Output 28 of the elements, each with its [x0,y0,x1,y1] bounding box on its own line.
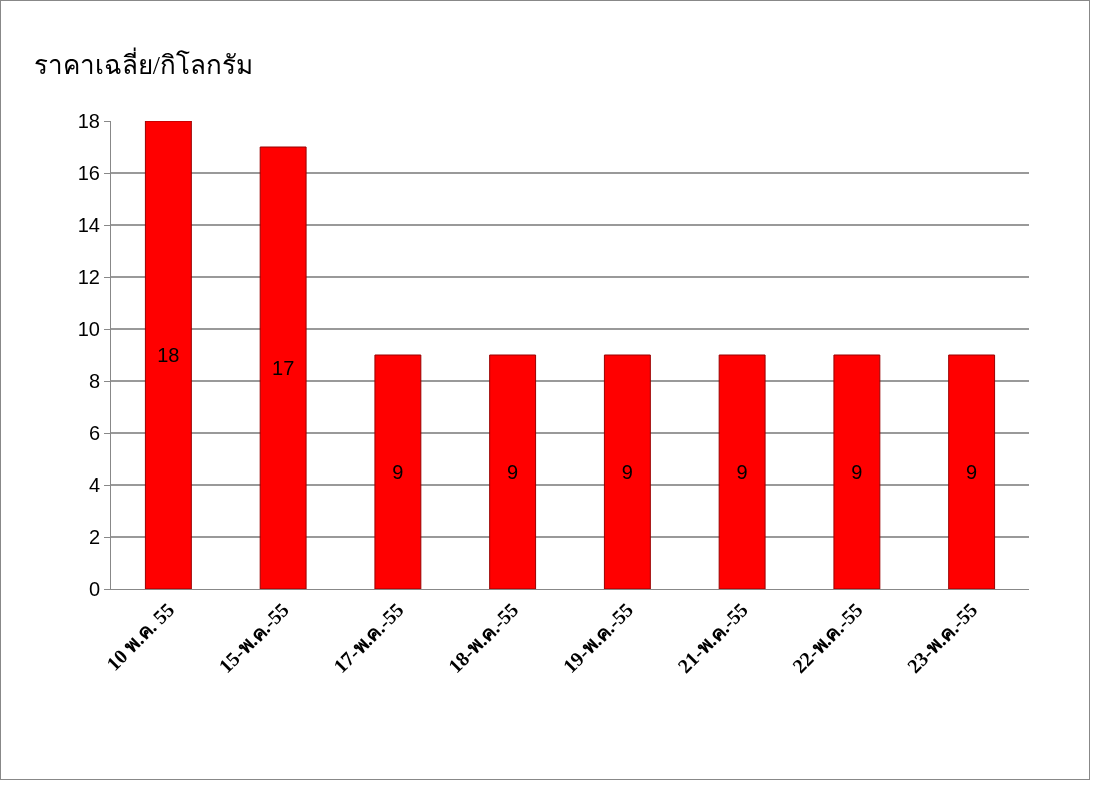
data-label: 9 [851,461,863,483]
bar [833,354,881,589]
bar [144,121,192,589]
data-label: 9 [966,461,978,483]
bar [948,354,996,589]
data-label: 9 [392,461,404,483]
y-tick-label: 16 [77,162,100,184]
bar [603,354,651,589]
y-tick-label: 2 [88,526,100,548]
y-tick-label: 12 [77,266,100,288]
y-tick-label: 10 [77,318,100,340]
bar [259,146,307,589]
chart-title: ราคาเฉลี่ย/กิโลกรัม [33,46,253,80]
data-label: 9 [507,461,519,483]
bar [374,354,422,589]
y-tick-label: 14 [77,214,100,236]
y-tick-label: 8 [88,370,100,392]
bar [718,354,766,589]
data-label: 18 [157,344,180,366]
bar [489,354,537,589]
y-tick-label: 18 [77,110,100,132]
data-label: 17 [272,357,295,379]
y-tick-label: 4 [88,474,100,496]
data-label: 9 [736,461,748,483]
x-tick-label: 10 พ.ค. 55 [101,598,179,675]
y-tick-label: 6 [88,422,100,444]
data-label: 9 [621,461,633,483]
y-tick-label: 0 [88,578,100,600]
